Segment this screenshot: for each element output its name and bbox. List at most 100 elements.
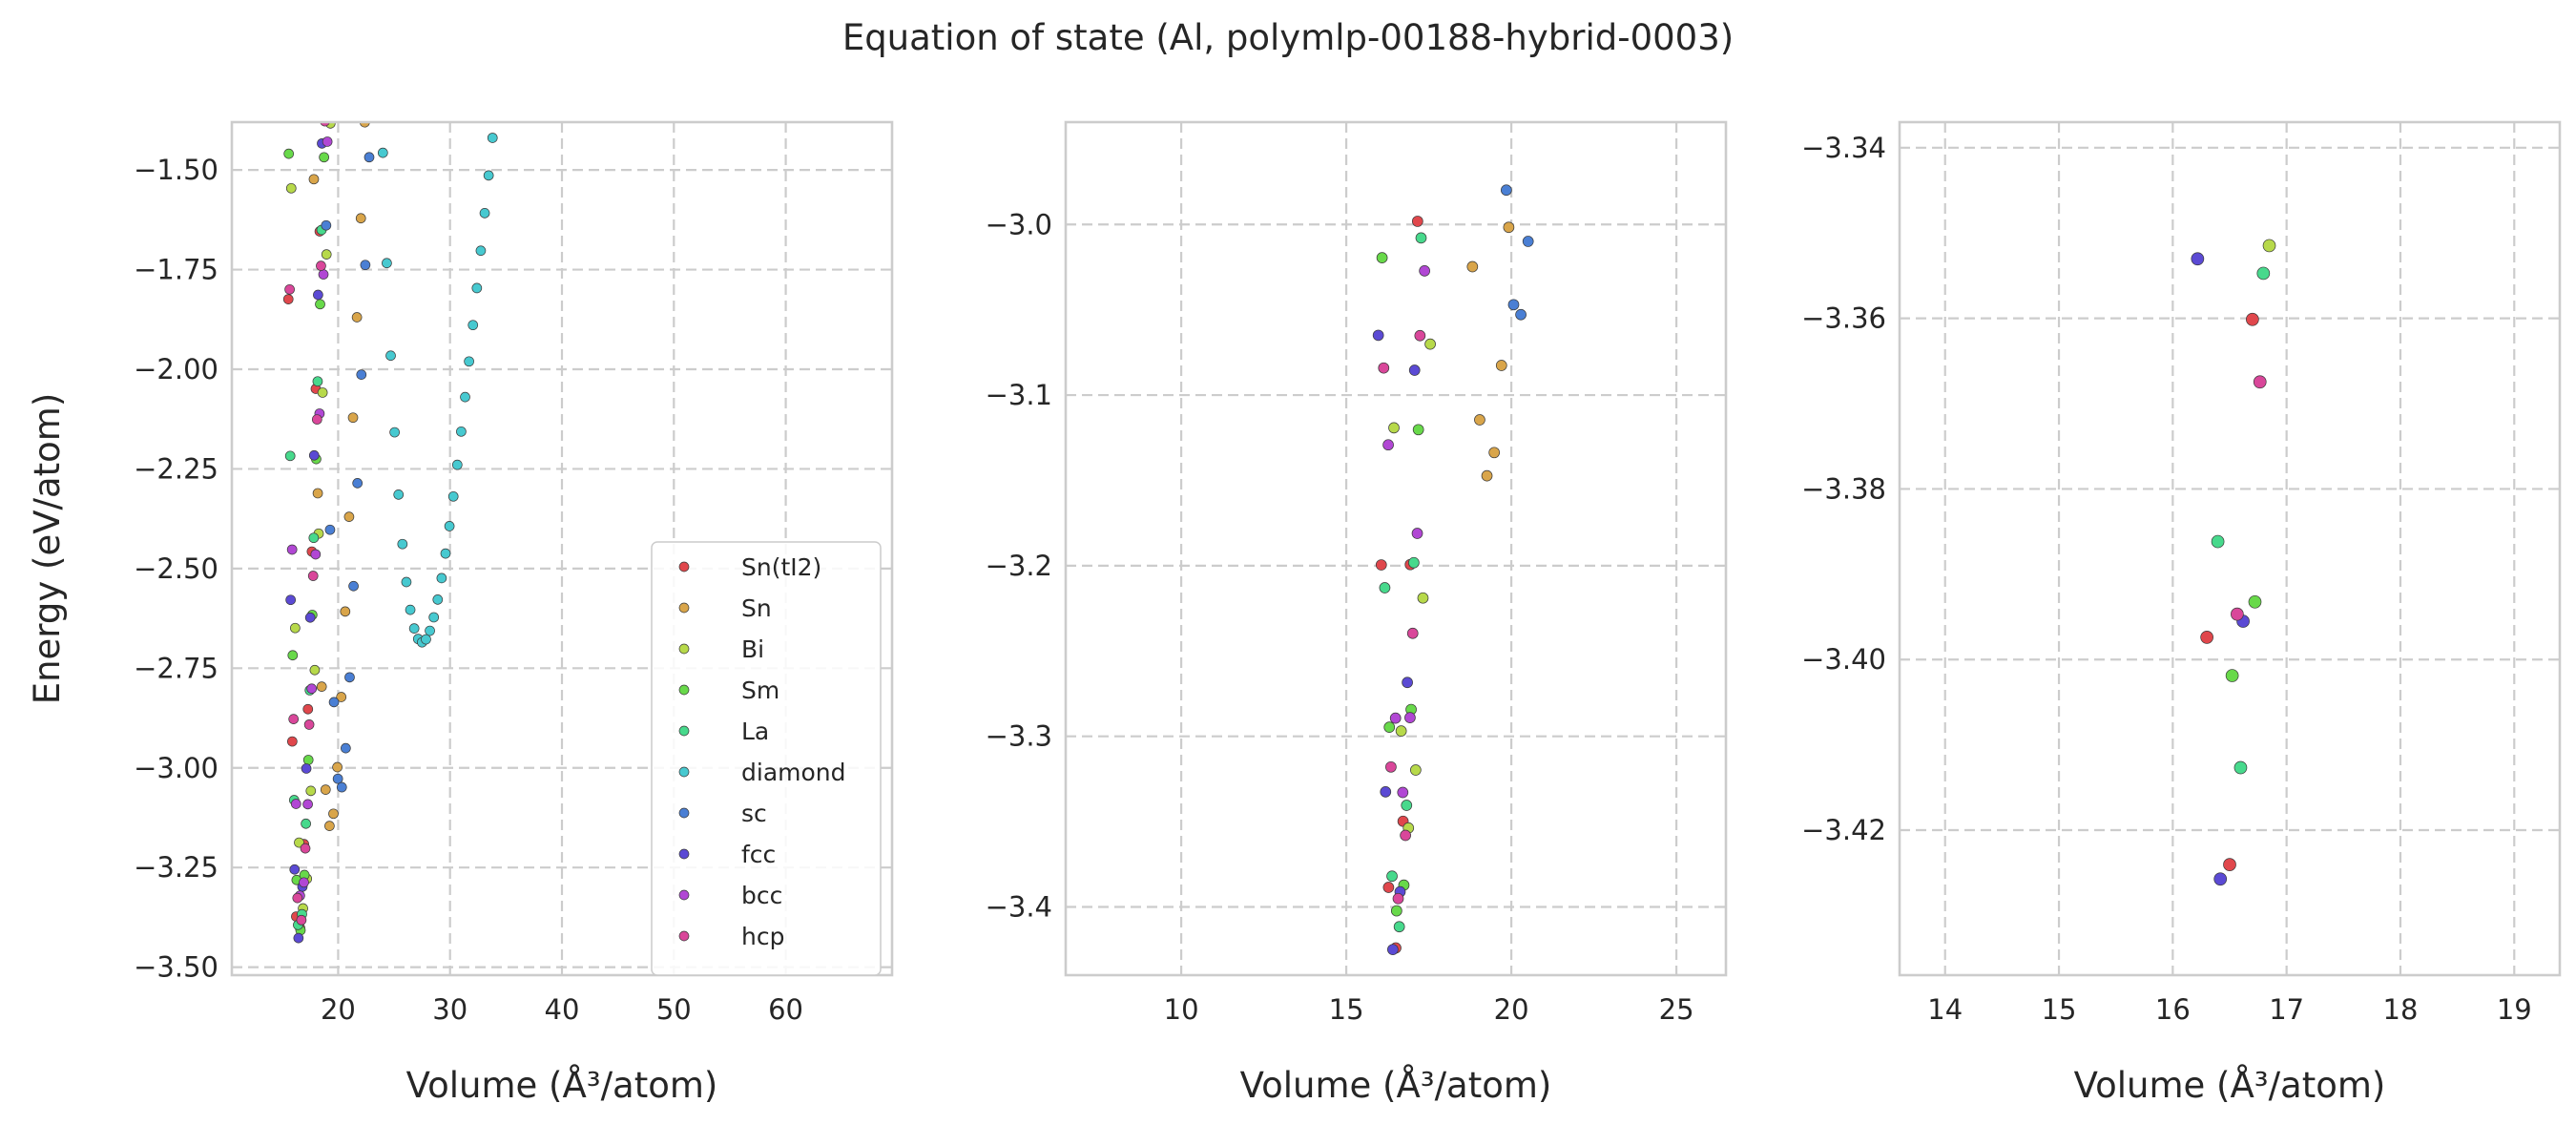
data-point <box>1390 905 1402 917</box>
data-point <box>1488 447 1501 459</box>
data-point <box>302 799 313 810</box>
data-point <box>315 299 325 310</box>
data-point <box>336 781 347 793</box>
data-point <box>293 932 304 944</box>
legend-marker <box>678 930 690 942</box>
data-point <box>1424 338 1436 350</box>
data-point <box>1412 424 1424 436</box>
grid <box>1900 122 2560 975</box>
y-tick-label: −3.34 <box>1801 132 1886 164</box>
data-point <box>1385 760 1397 773</box>
data-point <box>1406 627 1419 639</box>
y-tick-label: −3.25 <box>134 851 218 884</box>
series-bcc <box>1382 265 1430 799</box>
data-point <box>286 544 298 555</box>
data-point <box>332 773 343 784</box>
data-point <box>2225 669 2239 682</box>
legend-marker <box>678 766 690 778</box>
panel-full-range: 20 30 40 50 60 −3.50 −3.25 −3.00 −2.75 −2.50 −2.25… <box>27 95 894 1106</box>
data-point <box>491 95 501 105</box>
legend: Sn(tI2) Sn Bi Sm La diamond sc fcc bcc hcp <box>651 541 882 976</box>
data-point <box>328 808 339 820</box>
data-point <box>1395 725 1407 737</box>
series-Sm <box>1376 252 1424 917</box>
data-point <box>317 387 328 398</box>
data-point <box>296 914 307 926</box>
data-points <box>1372 184 1534 956</box>
data-point <box>316 260 326 271</box>
data-point <box>456 426 467 437</box>
data-point <box>364 152 375 163</box>
data-point <box>1378 362 1390 374</box>
data-point <box>2231 607 2244 621</box>
data-points <box>282 95 501 944</box>
data-point <box>1522 236 1534 247</box>
x-axis-label: Volume (Å³/atom) <box>2074 1064 2386 1106</box>
y-tick-label: −3.50 <box>134 951 218 984</box>
data-point <box>451 459 463 470</box>
data-point <box>444 521 455 531</box>
data-point <box>432 594 444 605</box>
data-point <box>1466 260 1479 273</box>
data-point <box>2246 312 2259 326</box>
legend-label: bcc <box>741 882 782 909</box>
x-tick-label: 15 <box>2042 993 2077 1026</box>
x-tick-label: 20 <box>321 993 356 1026</box>
x-tick-label: 20 <box>1494 993 1529 1026</box>
data-point <box>1474 414 1485 426</box>
data-point <box>1388 422 1400 434</box>
data-point <box>284 450 296 462</box>
y-tick-label: −3.3 <box>986 720 1052 753</box>
data-point <box>355 213 366 224</box>
data-point <box>1389 712 1402 724</box>
data-point <box>308 174 320 185</box>
series-Sn <box>1466 221 1515 482</box>
panel-zoom-minimum: 10 15 20 25 −3.4 −3.3 −3.2 −3.1 −3.0 Volume (Å³/a… <box>986 120 1728 1106</box>
data-point <box>1500 184 1512 197</box>
data-point <box>301 763 312 774</box>
y-tick-label: −3.38 <box>1801 472 1886 505</box>
data-point <box>377 147 388 158</box>
y-tick-label: −2.50 <box>134 552 218 585</box>
data-point <box>428 612 440 623</box>
data-point <box>1411 528 1423 539</box>
data-point <box>471 282 483 294</box>
data-point <box>2256 266 2271 281</box>
series-Bi <box>1388 338 1436 834</box>
legend-label: La <box>741 718 769 745</box>
series-hcp <box>2231 375 2267 621</box>
data-point <box>440 548 451 559</box>
x-tick-label: 30 <box>432 993 467 1026</box>
data-point <box>307 571 319 581</box>
y-tick-label: −3.1 <box>986 379 1052 411</box>
y-tick-label: −3.0 <box>986 208 1052 240</box>
legend-marker <box>678 561 690 572</box>
data-point <box>310 549 322 560</box>
series-Bi <box>2262 239 2276 253</box>
series-sc <box>321 152 375 793</box>
data-point <box>292 892 303 904</box>
data-point <box>312 376 323 387</box>
data-point <box>309 664 321 676</box>
data-point <box>464 356 474 367</box>
legend-label: sc <box>741 800 767 827</box>
series-La <box>1379 232 1427 933</box>
y-tick-label: −1.75 <box>134 254 218 286</box>
data-point <box>1515 308 1527 321</box>
x-tick-label: 60 <box>768 993 803 1026</box>
x-tick-label: 10 <box>1164 993 1199 1026</box>
data-point <box>304 612 316 623</box>
data-point <box>436 572 447 584</box>
data-point <box>302 755 314 765</box>
data-point <box>1401 800 1413 811</box>
data-point <box>1375 559 1387 571</box>
legend-label: Bi <box>741 635 764 663</box>
legend-label: diamond <box>741 759 846 786</box>
figure-title: Equation of state (Al, polymlp-00188-hyb… <box>842 17 1734 58</box>
data-point <box>382 258 392 269</box>
data-point <box>282 294 294 304</box>
axes-frame <box>1064 120 1728 977</box>
data-point <box>1372 329 1384 342</box>
y-tick-label: −3.2 <box>986 550 1052 582</box>
